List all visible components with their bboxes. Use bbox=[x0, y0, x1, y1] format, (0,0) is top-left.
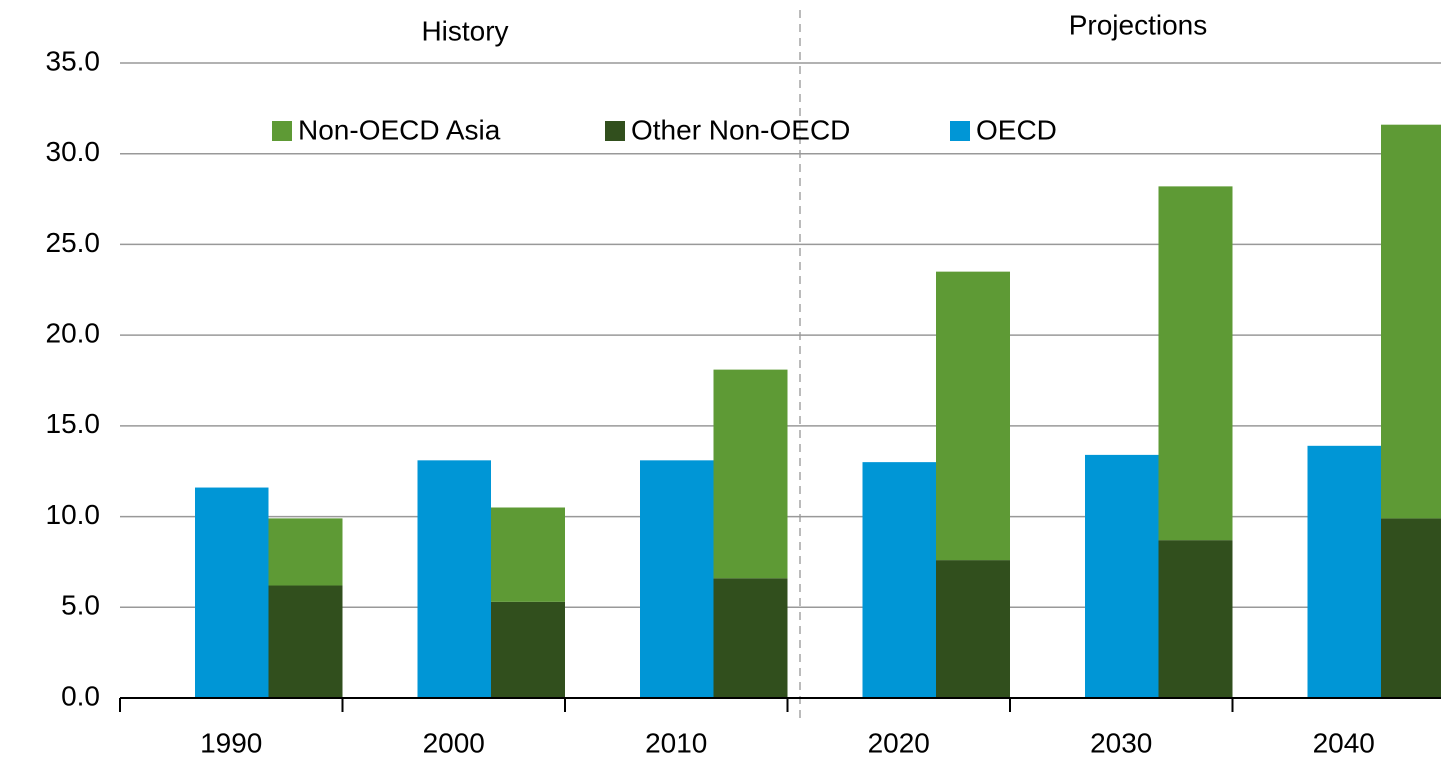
legend-swatch bbox=[272, 121, 292, 141]
bar bbox=[713, 578, 788, 698]
bar bbox=[1307, 445, 1381, 698]
y-tick-label: 15.0 bbox=[46, 408, 101, 439]
x-tick-label: 2020 bbox=[868, 727, 930, 758]
bar bbox=[1158, 540, 1233, 698]
bar bbox=[936, 271, 1010, 561]
x-tick-label: 1990 bbox=[200, 727, 262, 758]
bar bbox=[268, 518, 343, 586]
y-tick-label: 0.0 bbox=[61, 680, 100, 711]
bar bbox=[491, 507, 565, 602]
annotation: History bbox=[421, 15, 508, 46]
legend-label: Other Non-OECD bbox=[631, 114, 850, 145]
x-tick-label: 2010 bbox=[645, 727, 707, 758]
x-tick-label: 2000 bbox=[423, 727, 485, 758]
legend-label: Non-OECD Asia bbox=[298, 114, 501, 145]
legend-swatch bbox=[950, 121, 970, 141]
bar bbox=[1381, 518, 1441, 698]
bar bbox=[417, 460, 491, 698]
bar bbox=[195, 487, 269, 698]
y-tick-label: 30.0 bbox=[46, 136, 101, 167]
y-tick-label: 10.0 bbox=[46, 499, 101, 530]
bar bbox=[862, 462, 936, 698]
bar bbox=[491, 601, 565, 698]
bar bbox=[713, 369, 788, 579]
legend-swatch bbox=[605, 121, 625, 141]
bar bbox=[640, 460, 714, 698]
y-tick-label: 35.0 bbox=[46, 45, 101, 76]
x-tick-label: 2040 bbox=[1313, 727, 1375, 758]
bar bbox=[268, 585, 343, 698]
bar bbox=[1158, 186, 1233, 541]
y-tick-label: 5.0 bbox=[61, 590, 100, 621]
bar bbox=[1085, 454, 1159, 698]
bar bbox=[936, 560, 1010, 698]
bar bbox=[1381, 124, 1441, 519]
x-tick-label: 2030 bbox=[1090, 727, 1152, 758]
y-tick-label: 20.0 bbox=[46, 318, 101, 349]
legend-label: OECD bbox=[976, 114, 1057, 145]
annotation: Projections bbox=[1069, 9, 1208, 40]
y-tick-label: 25.0 bbox=[46, 227, 101, 258]
